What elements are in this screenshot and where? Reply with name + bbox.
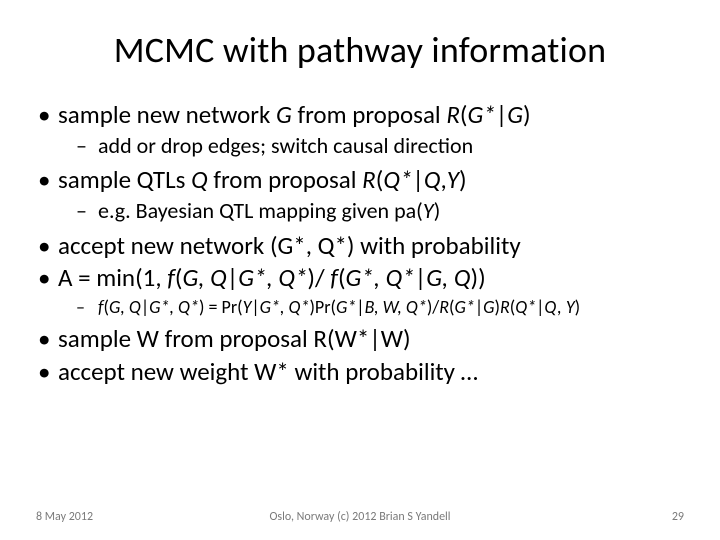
text: e.g. Bayesian QTL mapping given pa(: [98, 197, 423, 224]
var-f: f: [330, 262, 338, 293]
bullet-2: sample QTLs Q from proposal R(Q*|Q,Y) e.…: [36, 165, 684, 224]
var-y: Y: [447, 164, 459, 195]
text: ): [523, 99, 531, 130]
sub-2: e.g. Bayesian QTL mapping given pa(Y): [58, 198, 684, 225]
var-r: R: [362, 164, 376, 195]
var-gq: G*, Q*: [149, 296, 199, 318]
slide-number: 29: [672, 510, 684, 524]
text: )): [470, 262, 485, 293]
text: |: [475, 296, 483, 318]
text: |: [251, 296, 259, 318]
var-r: R: [439, 296, 449, 318]
text: |: [496, 99, 508, 130]
text: ): [434, 197, 441, 224]
var-gq: G, Q: [182, 262, 226, 293]
var-g: G*: [336, 296, 356, 318]
var-qy: Q, Y: [544, 296, 574, 318]
var-gq: G, Q: [109, 296, 141, 318]
text: A = min(1,: [58, 262, 167, 293]
footer-center: Oslo, Norway (c) 2012 Brian S Yandell: [36, 510, 684, 524]
slide: MCMC with pathway information sample new…: [0, 0, 720, 540]
text: |: [141, 296, 149, 318]
var-f: f: [167, 262, 175, 293]
var-gstar: G*: [455, 296, 475, 318]
footer: 8 May 2012 Oslo, Norway (c) 2012 Brian S…: [36, 510, 684, 524]
var-r: R: [446, 99, 460, 130]
text: |: [227, 262, 239, 293]
text: from proposal: [292, 99, 447, 130]
text: |: [415, 262, 427, 293]
text: (: [338, 262, 346, 293]
sub-list-2: e.g. Bayesian QTL mapping given pa(Y): [58, 198, 684, 225]
var-g: G: [276, 99, 292, 130]
var-y: Y: [423, 197, 434, 224]
bullet-3: accept new network (G*, Q*) with probabi…: [36, 231, 684, 262]
var-gq: G*, Q*: [260, 296, 310, 318]
sub-3: f(G, Q|G*, Q*) = Pr(Y|G*, Q*)Pr(G*|B, W,…: [58, 296, 684, 319]
bullet-list: sample new network G from proposal R(G*|…: [36, 100, 684, 387]
text: ) =: [199, 296, 222, 318]
text: )/: [427, 296, 439, 318]
footer-date: 8 May 2012: [36, 510, 93, 524]
var-gq: G*, Q*: [238, 262, 307, 293]
bullet-1: sample new network G from proposal R(G*|…: [36, 100, 684, 159]
var-q2: Q: [424, 164, 441, 195]
bullet-4: A = min(1, f(G, Q|G*, Q*)/ f(G*, Q*|G, Q…: [36, 263, 684, 318]
var-gq: G*, Q*: [346, 262, 415, 293]
bullet-5: sample W from proposal R(W*|W): [36, 324, 684, 355]
text: ): [459, 164, 467, 195]
text: Pr(: [222, 296, 243, 318]
var-qstar: Q*: [383, 164, 412, 195]
sub-list-3: f(G, Q|G*, Q*) = Pr(Y|G*, Q*)Pr(G*|B, W,…: [58, 296, 684, 319]
var-g: G: [483, 296, 494, 318]
text: )Pr(: [309, 296, 336, 318]
var-r: R: [500, 296, 510, 318]
bullet-6: accept new weight W* with probability …: [36, 357, 684, 388]
text: |: [356, 296, 364, 318]
text: ): [575, 296, 580, 318]
var-q: Q: [191, 164, 208, 195]
var-bwq: B, W, Q*: [365, 296, 427, 318]
var-gstar: G*: [467, 99, 495, 130]
var-gq: G, Q: [426, 262, 470, 293]
sub-1: add or drop edges; switch causal directi…: [58, 133, 684, 160]
var-qstar: Q*: [515, 296, 536, 318]
sub-list-1: add or drop edges; switch causal directi…: [58, 133, 684, 160]
slide-title: MCMC with pathway information: [36, 28, 684, 72]
text: sample QTLs: [58, 164, 191, 195]
text: from proposal: [208, 164, 363, 195]
text: )/: [307, 262, 330, 293]
text: |: [412, 164, 424, 195]
text: sample new network: [58, 99, 276, 130]
var-g2: G: [507, 99, 523, 130]
